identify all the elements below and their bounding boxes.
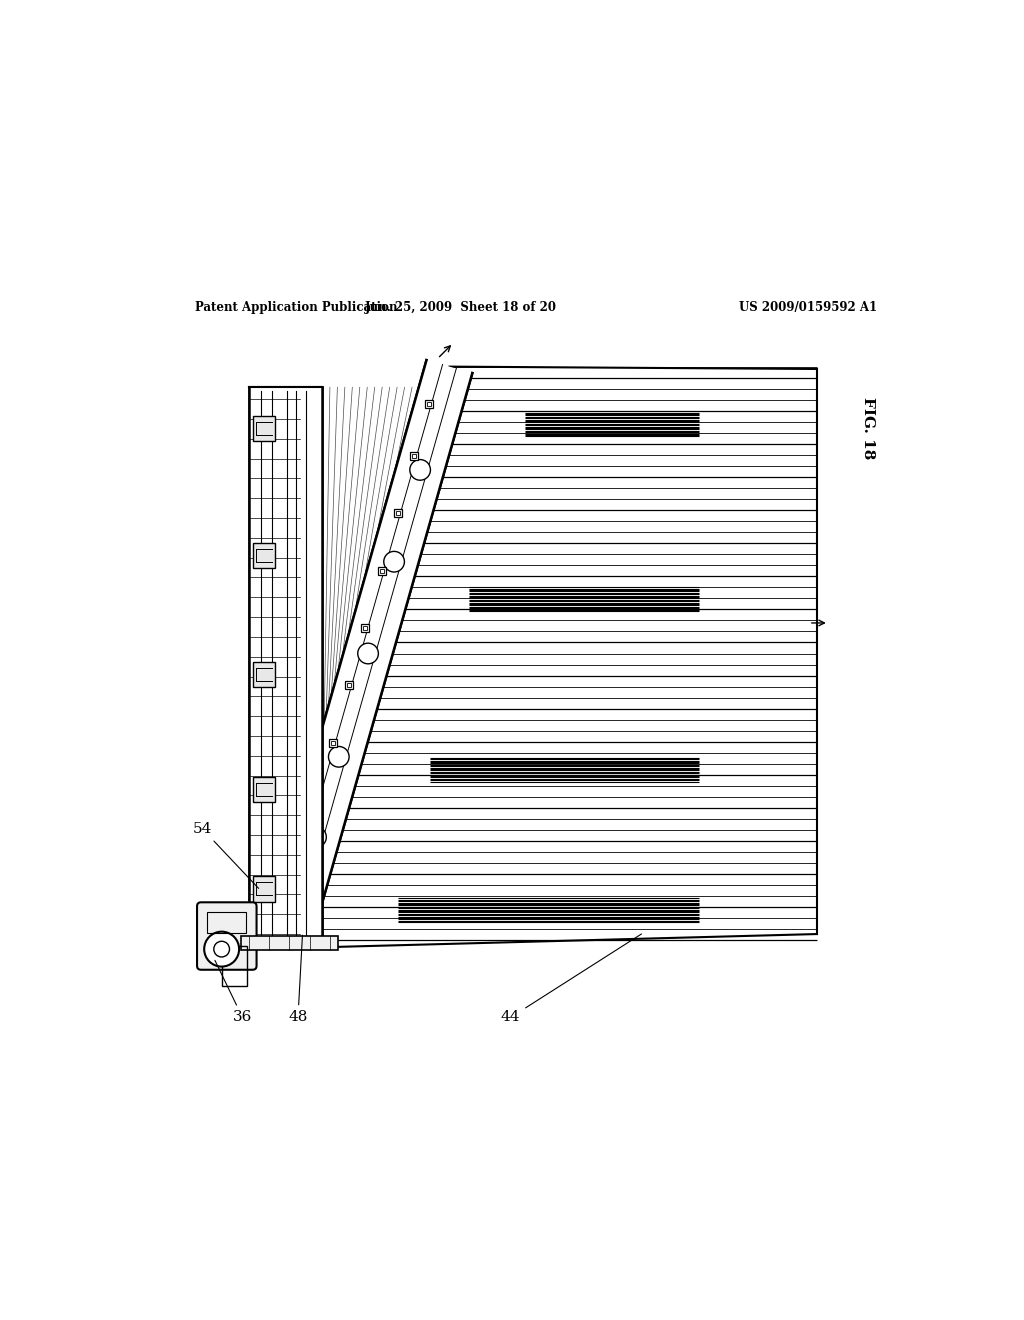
Bar: [282, 906, 290, 913]
Bar: [345, 681, 353, 689]
Bar: [361, 624, 370, 632]
Bar: [314, 799, 318, 803]
FancyBboxPatch shape: [253, 416, 274, 441]
Text: 48: 48: [289, 936, 307, 1024]
Text: 44: 44: [501, 935, 641, 1024]
Bar: [364, 626, 368, 630]
Bar: [380, 569, 384, 573]
FancyBboxPatch shape: [253, 543, 274, 568]
FancyBboxPatch shape: [253, 661, 274, 688]
Circle shape: [204, 932, 240, 966]
Circle shape: [384, 552, 404, 572]
Text: 54: 54: [194, 822, 259, 888]
Bar: [207, 912, 246, 933]
Bar: [249, 387, 323, 946]
Bar: [396, 511, 400, 515]
Bar: [378, 566, 386, 574]
Bar: [221, 946, 248, 986]
Circle shape: [410, 459, 430, 480]
FancyBboxPatch shape: [253, 777, 274, 803]
Text: 36: 36: [215, 961, 252, 1024]
Text: Patent Application Publication: Patent Application Publication: [196, 301, 398, 314]
Bar: [298, 855, 302, 859]
Text: US 2009/0159592 A1: US 2009/0159592 A1: [739, 301, 878, 314]
Bar: [329, 739, 337, 747]
Bar: [425, 400, 433, 408]
Polygon shape: [264, 360, 472, 946]
Circle shape: [329, 747, 349, 767]
Bar: [413, 454, 416, 458]
Bar: [411, 451, 418, 459]
Bar: [284, 907, 288, 911]
FancyBboxPatch shape: [253, 876, 274, 902]
Bar: [296, 854, 304, 862]
Bar: [312, 796, 321, 804]
Bar: [427, 403, 431, 407]
Circle shape: [357, 643, 379, 664]
Bar: [394, 510, 401, 517]
Text: Jun. 25, 2009  Sheet 18 of 20: Jun. 25, 2009 Sheet 18 of 20: [366, 301, 557, 314]
FancyBboxPatch shape: [197, 903, 257, 970]
Bar: [241, 936, 338, 950]
Text: FIG. 18: FIG. 18: [861, 397, 876, 459]
Bar: [331, 741, 335, 744]
Circle shape: [306, 826, 327, 847]
Bar: [347, 684, 351, 688]
